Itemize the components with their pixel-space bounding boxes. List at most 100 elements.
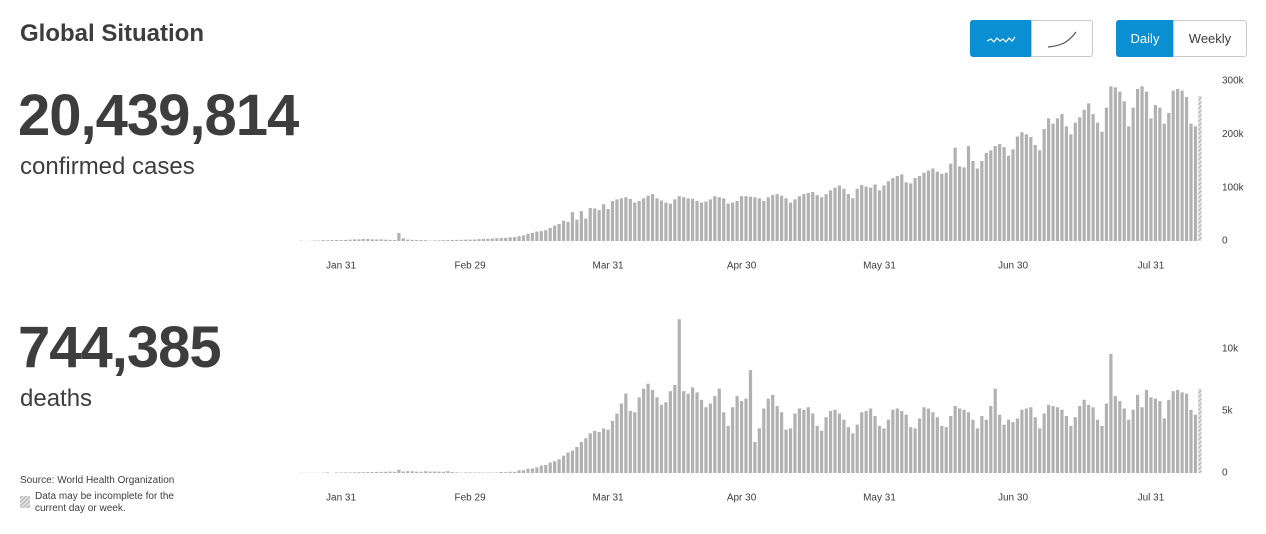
- bar: [1189, 123, 1193, 241]
- bar: [392, 239, 397, 241]
- bar: [931, 412, 935, 473]
- bar: [446, 240, 450, 241]
- bar: [539, 465, 543, 473]
- bar: [575, 446, 579, 473]
- bar: [1162, 123, 1166, 241]
- bar: [953, 147, 957, 241]
- bar: [508, 471, 512, 473]
- bar: [846, 427, 850, 473]
- bar: [1153, 105, 1157, 241]
- bar: [1167, 399, 1171, 473]
- bar: [1122, 101, 1126, 242]
- bar: [739, 401, 744, 473]
- bar: [668, 391, 672, 473]
- bar: [619, 403, 623, 473]
- bar: [935, 417, 939, 473]
- bar: [1015, 418, 1020, 473]
- bar: [383, 471, 388, 473]
- bar: [842, 188, 846, 241]
- bar: [904, 182, 908, 241]
- bar: [833, 409, 837, 473]
- bar: [975, 428, 979, 473]
- bar: [1180, 392, 1184, 473]
- bar: [1042, 129, 1046, 241]
- bar: [677, 319, 681, 473]
- bar: [464, 239, 468, 241]
- bar: [1082, 109, 1086, 241]
- bar: [646, 195, 650, 241]
- bar: [406, 471, 410, 473]
- bar: [1047, 118, 1051, 241]
- bar: [806, 193, 810, 241]
- bar: [570, 450, 575, 473]
- bar: [922, 407, 926, 473]
- bar: [1149, 118, 1153, 241]
- bar: [869, 408, 873, 473]
- bar: [361, 472, 365, 473]
- chart-daily-line-button[interactable]: [970, 20, 1032, 57]
- bar: [521, 470, 526, 473]
- bar: [646, 383, 650, 473]
- bar: [784, 198, 788, 241]
- bar: [993, 146, 997, 241]
- x-tick-label: Jul 31: [1138, 493, 1165, 504]
- bar: [557, 223, 561, 241]
- bar: [971, 161, 975, 241]
- chart-cumulative-button[interactable]: [1031, 20, 1093, 57]
- bar: [780, 195, 784, 241]
- bar: [708, 403, 712, 473]
- bar: [459, 239, 463, 241]
- bar: [1060, 114, 1064, 241]
- bar: [891, 178, 895, 241]
- bar: [864, 186, 868, 241]
- bar: [335, 239, 339, 241]
- bar: [450, 239, 454, 241]
- daily-button[interactable]: Daily: [1116, 20, 1174, 57]
- bar: [877, 190, 882, 241]
- bar: [753, 197, 757, 241]
- weekly-button[interactable]: Weekly: [1173, 20, 1247, 57]
- bar: [455, 472, 459, 473]
- bar: [837, 185, 842, 241]
- bar: [659, 404, 664, 473]
- bar: [775, 194, 779, 241]
- bar: [1060, 409, 1064, 473]
- bar: [1029, 407, 1033, 473]
- bar: [521, 235, 526, 241]
- bar: [650, 389, 655, 473]
- bar: [553, 461, 557, 473]
- bar: [513, 471, 517, 473]
- bar: [1006, 419, 1011, 473]
- page-title: Global Situation: [20, 20, 204, 47]
- bar: [343, 239, 348, 241]
- bar: [424, 471, 428, 473]
- bar: [1171, 391, 1175, 473]
- bar: [619, 198, 623, 241]
- bar: [1109, 86, 1113, 241]
- bar: [397, 232, 401, 241]
- bar: [949, 163, 953, 241]
- bar: [432, 471, 437, 473]
- bar: [419, 471, 423, 473]
- bar: [1006, 155, 1011, 241]
- bar: [1158, 107, 1162, 242]
- bar: [348, 472, 352, 473]
- bar: [900, 411, 904, 473]
- bar: [1047, 404, 1051, 473]
- x-tick-label: Mar 31: [592, 261, 624, 272]
- bar: [820, 430, 824, 473]
- bar: [699, 399, 704, 473]
- bar: [437, 471, 441, 473]
- bar: [1127, 126, 1131, 241]
- bar: [664, 402, 668, 473]
- bar: [566, 452, 570, 473]
- bar: [1189, 409, 1193, 473]
- bar: [1033, 145, 1037, 241]
- bar: [1015, 136, 1020, 241]
- bar: [1033, 417, 1037, 473]
- bar: [468, 472, 472, 473]
- bar: [735, 396, 739, 473]
- bar: [1184, 97, 1189, 241]
